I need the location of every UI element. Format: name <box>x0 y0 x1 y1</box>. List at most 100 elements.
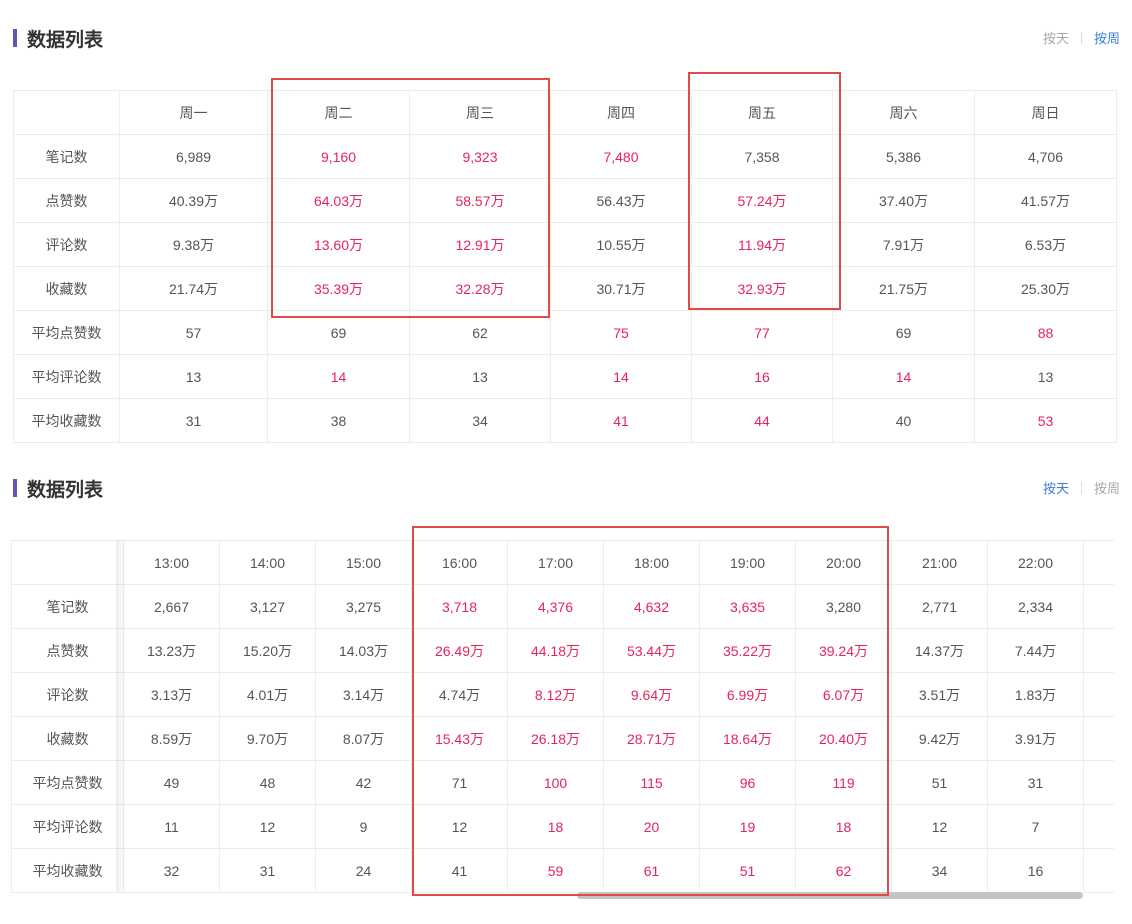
table-cell: 59 <box>507 848 604 893</box>
column-header: 周四 <box>550 90 692 135</box>
row-label: 评论数 <box>11 672 124 717</box>
table-cell: 53 <box>974 398 1117 443</box>
table-cell: 3.13万 <box>123 672 220 717</box>
table-cell: 3.14万 <box>315 672 412 717</box>
table-cell: 20.40万 <box>795 716 892 761</box>
column-header: 13:00 <box>123 540 220 585</box>
table-cell: 34 <box>891 848 988 893</box>
table-cell: 57.24万 <box>691 178 833 223</box>
table-row: 平均收藏数 32 31 24 41 59 61 51 62 34 16 <box>11 848 1114 893</box>
table-cell: 10.55万 <box>550 222 692 267</box>
table-cell: 5,386 <box>832 134 975 179</box>
table-cell: 16 <box>987 848 1084 893</box>
table-cell: 39.24万 <box>795 628 892 673</box>
title-accent-bar <box>13 29 17 47</box>
column-header: 周二 <box>267 90 410 135</box>
table-cell: 1.83万 <box>987 672 1084 717</box>
table-cell: 9.42万 <box>891 716 988 761</box>
column-header: 23:00 <box>1083 540 1114 585</box>
table-cell: 2,771 <box>891 584 988 629</box>
view-toggle: 按天 按周 <box>1043 28 1120 47</box>
column-header: 14:00 <box>219 540 316 585</box>
row-label: 笔记数 <box>11 584 124 629</box>
toggle-by-week[interactable]: 按周 <box>1093 31 1120 46</box>
row-label: 收藏数 <box>13 266 120 311</box>
table-cell: 12 <box>219 804 316 849</box>
table-cell: 11.94万 <box>691 222 833 267</box>
table-cell: 26.49万 <box>411 628 508 673</box>
column-header: 21:00 <box>891 540 988 585</box>
table-cell <box>1083 584 1114 629</box>
table-cell: 44.18万 <box>507 628 604 673</box>
table-cell: 18.64万 <box>699 716 796 761</box>
view-toggle: 按天 按周 <box>1043 478 1120 497</box>
table-header-row: 周一 周二 周三 周四 周五 周六 周日 <box>13 90 1117 135</box>
table-cell: 32 <box>123 848 220 893</box>
table-row: 点赞数 40.39万 64.03万 58.57万 56.43万 57.24万 37.40万 4… <box>13 178 1117 223</box>
annotation-box-fri <box>688 72 841 310</box>
row-label: 平均收藏数 <box>13 398 120 443</box>
row-label: 收藏数 <box>11 716 124 761</box>
table-cell: 7,480 <box>550 134 692 179</box>
column-header: 周六 <box>832 90 975 135</box>
table-cell: 3,127 <box>219 584 316 629</box>
table-cell: 14 <box>550 354 692 399</box>
table-cell: 13.23万 <box>123 628 220 673</box>
table-cell: 20 <box>603 804 700 849</box>
table-cell: 71 <box>411 760 508 805</box>
table-cell: 16 <box>691 354 833 399</box>
table-cell: 38 <box>267 398 410 443</box>
table-row: 点赞数 13.23万 15.20万 14.03万 26.49万 44.18万 53.44万 3… <box>11 628 1114 673</box>
table-cell: 9.38万 <box>119 222 268 267</box>
table-row: 平均评论数 11 12 9 12 18 20 19 18 12 7 <box>11 804 1114 849</box>
table-row: 平均点赞数 49 48 42 71 100 115 96 119 51 31 <box>11 760 1114 805</box>
table-cell: 4.01万 <box>219 672 316 717</box>
column-header: 20:00 <box>795 540 892 585</box>
table-cell: 14 <box>832 354 975 399</box>
table-cell: 19 <box>699 804 796 849</box>
hourly-table-scroll-area[interactable]: 13:00 14:00 15:00 16:00 17:00 18:00 19:00 20:00… <box>11 540 1114 896</box>
table-cell: 51 <box>891 760 988 805</box>
table-cell: 1 <box>1083 672 1114 717</box>
table-row: 平均点赞数 57 69 62 75 77 69 88 <box>13 310 1117 355</box>
table-cell: 4,376 <box>507 584 604 629</box>
row-label: 平均评论数 <box>11 804 124 849</box>
column-header: 周三 <box>409 90 551 135</box>
table-cell: 56.43万 <box>550 178 692 223</box>
fixed-column-shadow <box>116 540 126 892</box>
column-header: 18:00 <box>603 540 700 585</box>
table-row: 收藏数 8.59万 9.70万 8.07万 15.43万 26.18万 28.71万 18.6… <box>11 716 1114 761</box>
table-cell: 30.71万 <box>550 266 692 311</box>
table-cell: 3,275 <box>315 584 412 629</box>
table-cell: 31 <box>119 398 268 443</box>
table-cell: 64.03万 <box>267 178 410 223</box>
toggle-by-day[interactable]: 按天 <box>1042 481 1069 496</box>
table-cell: 35.22万 <box>699 628 796 673</box>
corner-cell <box>11 540 124 585</box>
toggle-by-day[interactable]: 按天 <box>1042 31 1069 46</box>
table-cell: 9 <box>315 804 412 849</box>
table-cell: 21.75万 <box>832 266 975 311</box>
table-cell: 44 <box>691 398 833 443</box>
table-cell: 7 <box>987 804 1084 849</box>
table-cell: 21.74万 <box>119 266 268 311</box>
toggle-by-week[interactable]: 按周 <box>1093 481 1120 496</box>
table-cell: 41 <box>411 848 508 893</box>
weekly-data-table: 周一 周二 周三 周四 周五 周六 周日 笔记数 6,989 9,160 9,323 7,480 7,3… <box>13 90 1117 443</box>
section-header-hourly: 数据列表 按天 按周 <box>10 474 1120 504</box>
column-header: 22:00 <box>987 540 1084 585</box>
table-cell: 14 <box>267 354 410 399</box>
table-cell: 34 <box>409 398 551 443</box>
table-cell: 4,632 <box>603 584 700 629</box>
table-cell: 13 <box>409 354 551 399</box>
table-row: 收藏数 21.74万 35.39万 32.28万 30.71万 32.93万 21.75万 2… <box>13 266 1117 311</box>
table-cell: 7.44万 <box>987 628 1084 673</box>
row-label: 平均收藏数 <box>11 848 124 893</box>
table-cell: 40.39万 <box>119 178 268 223</box>
table-cell: 28.71万 <box>603 716 700 761</box>
row-label: 平均评论数 <box>13 354 120 399</box>
section-title: 数据列表 <box>27 480 104 501</box>
table-cell: 3.91万 <box>987 716 1084 761</box>
table-cell: 13.60万 <box>267 222 410 267</box>
table-cell: 40 <box>832 398 975 443</box>
